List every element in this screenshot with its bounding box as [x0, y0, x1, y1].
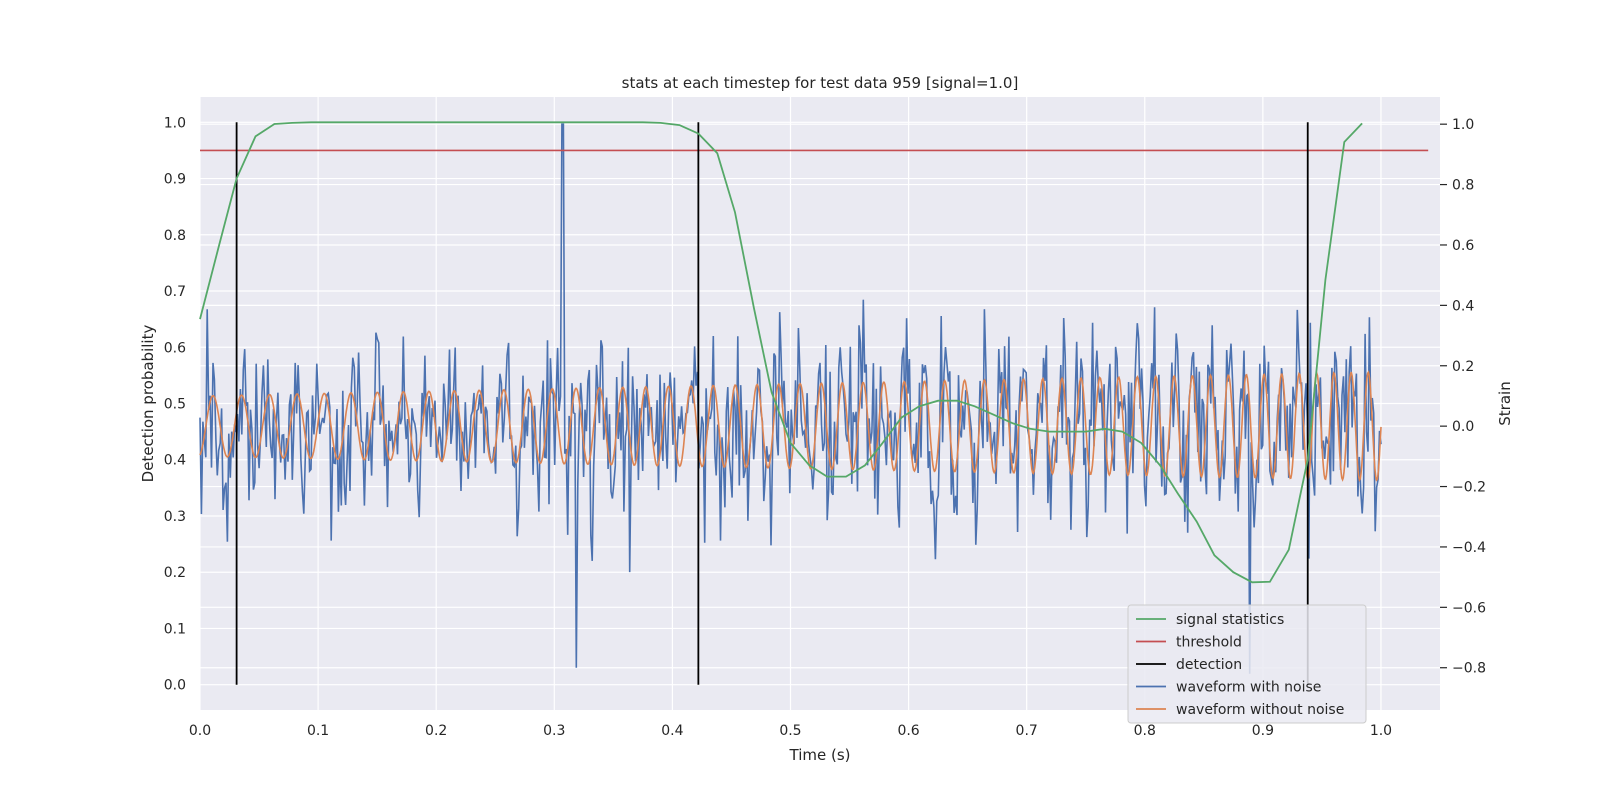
left-y-tick-label: 0.4 [164, 453, 186, 469]
left-axis-ticks: 0.0 0.1 0.2 0.3 0.4 0.5 0.6 0.7 0.8 0.9 1.0 [164, 115, 186, 693]
legend-label: detection [1176, 657, 1242, 673]
x-tick-label: 0.7 [1016, 723, 1038, 739]
x-tick-label: 0.4 [661, 723, 683, 739]
right-axis-ticks: −0.8 −0.6 −0.4 −0.2 0.0 0.2 0.4 0.6 0.8 1.0 [1440, 117, 1486, 677]
left-y-tick-label: 0.0 [164, 678, 186, 694]
right-y-tick-label: −0.4 [1452, 540, 1486, 556]
right-y-tick-label: 1.0 [1452, 117, 1474, 133]
x-axis-label: Time (s) [789, 746, 851, 764]
right-y-tick-label: 0.6 [1452, 238, 1474, 254]
legend-label: signal statistics [1176, 612, 1284, 628]
left-y-tick-label: 0.3 [164, 509, 186, 525]
left-y-tick-label: 0.7 [164, 284, 186, 300]
signal-statistics-line [199, 121, 1363, 584]
x-tick-label: 0.2 [425, 723, 447, 739]
left-y-tick-label: 0.5 [164, 397, 186, 413]
right-y-axis-label: Strain [1496, 381, 1514, 425]
left-y-tick-label: 0.9 [164, 172, 186, 188]
right-y-tick-label: 0.0 [1452, 419, 1474, 435]
left-y-axis-label: Detection probability [139, 325, 157, 483]
right-y-tick-label: −0.8 [1452, 661, 1486, 677]
series-layer [199, 121, 1429, 685]
left-y-tick-label: 1.0 [164, 115, 186, 131]
chart-title: stats at each timestep for test data 959… [622, 74, 1019, 92]
legend-label: waveform without noise [1176, 702, 1344, 718]
x-axis-ticks: 0.0 0.1 0.2 0.3 0.4 0.5 0.6 0.7 0.8 0.9 1.0 [189, 723, 1392, 739]
right-y-tick-label: 0.2 [1452, 359, 1474, 375]
right-y-tick-label: −0.6 [1452, 600, 1486, 616]
left-y-tick-label: 0.6 [164, 340, 186, 356]
left-y-tick-label: 0.8 [164, 228, 186, 244]
legend-box [1127, 604, 1367, 724]
x-tick-label: 0.1 [307, 723, 329, 739]
x-tick-label: 0.9 [1252, 723, 1274, 739]
right-y-tick-label: 0.4 [1452, 298, 1474, 314]
legend-label: waveform with noise [1176, 680, 1321, 696]
x-tick-label: 1.0 [1370, 723, 1392, 739]
left-y-tick-label: 0.1 [164, 621, 186, 637]
legend: signal statistics threshold detection wavef… [1127, 604, 1367, 724]
x-tick-label: 0.5 [779, 723, 801, 739]
waveform-with-noise-line [199, 123, 1382, 674]
right-y-tick-label: 0.8 [1452, 178, 1474, 194]
left-y-tick-label: 0.2 [164, 565, 186, 581]
x-tick-label: 0.6 [897, 723, 919, 739]
x-tick-label: 0.3 [543, 723, 565, 739]
right-y-tick-label: −0.2 [1452, 480, 1486, 496]
waveform-without-noise-line [199, 370, 1382, 482]
legend-label: threshold [1176, 635, 1242, 651]
x-tick-label: 0.0 [189, 723, 211, 739]
x-tick-label: 0.8 [1134, 723, 1156, 739]
